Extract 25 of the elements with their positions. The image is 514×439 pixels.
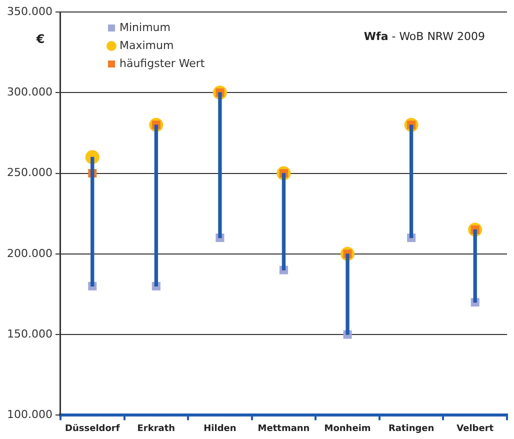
x-tick-label: Monheim xyxy=(324,424,371,434)
bar xyxy=(282,172,286,270)
y-tick-label: 150.000 xyxy=(6,327,52,340)
bar xyxy=(473,229,477,303)
bar xyxy=(90,156,94,287)
legend-label: häufigster Wert xyxy=(119,56,206,70)
bar xyxy=(346,254,350,335)
x-tick-label: Ratingen xyxy=(388,424,434,434)
bar xyxy=(154,124,158,287)
y-tick-label: 200.000 xyxy=(6,246,52,260)
legend-label: Minimum xyxy=(119,20,170,34)
x-tick-label: Hilden xyxy=(204,424,236,434)
x-tick-label: Velbert xyxy=(456,424,494,434)
x-tick-label: Düsseldorf xyxy=(65,424,120,434)
y-tick-label: 250.000 xyxy=(6,166,52,180)
x-tick-label: Mettmann xyxy=(258,424,310,434)
bar xyxy=(218,92,222,238)
y-tick-label: 100.000 xyxy=(6,408,52,422)
x-tick-label: Erkrath xyxy=(137,424,176,434)
y-tick-label: 300.000 xyxy=(6,86,52,98)
y-axis-title: € xyxy=(35,32,45,46)
y-tick-label: 350.000 xyxy=(6,4,52,18)
legend-label: Maximum xyxy=(119,38,174,52)
annotation: Wfa - WoB NRW 2009 xyxy=(364,30,486,43)
bar xyxy=(409,124,414,238)
